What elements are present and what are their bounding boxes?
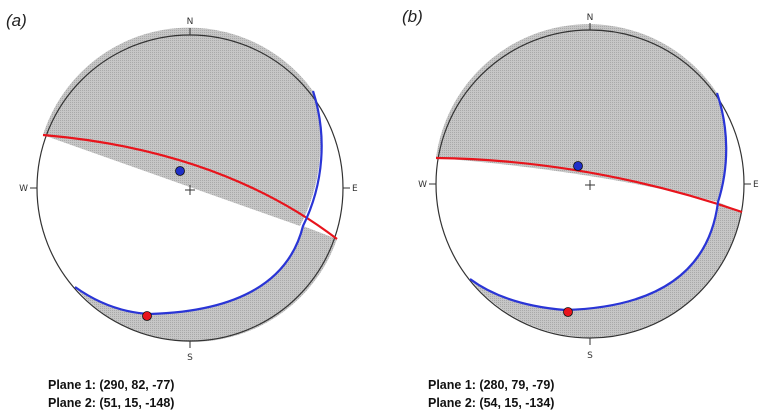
panel-a-north-label: N [187,17,194,27]
panel-a-south-label: S [187,353,193,363]
panel-b-compressional-lower [470,202,742,338]
panel-a-plane-2-text: Plane 2: (51, 15, -148) [48,396,174,410]
panel-a-beachball: N S W E [19,17,358,363]
panel-a-pole-blue [175,166,185,176]
panel-b-plane-1-text: Plane 1: (280, 79, -79) [428,378,554,392]
panel-a-east-label: E [352,184,358,194]
panel-a-pole-red [142,311,152,321]
panel-a-plane-2-line [74,90,323,316]
panel-b: (b) N S W E Plane 1: (280, 79, -79) Plan… [402,7,759,410]
panel-a-plane-1-text: Plane 1: (290, 82, -77) [48,378,174,392]
panel-b-compressional-upper [436,24,727,203]
panel-a-plane-1-line [42,133,338,240]
panel-b-south-label: S [587,351,593,361]
panel-b-plane-1-line [435,156,743,214]
panel-a: (a) N S W E Plane 1: (290, 82, -77) Plan… [6,11,358,410]
panel-b-north-label: N [587,13,594,23]
panel-b-label: (b) [402,7,423,26]
panel-b-beachball: N S W E [418,13,759,361]
panel-b-east-label: E [753,180,759,190]
panel-a-label: (a) [6,11,27,30]
panel-a-west-label: W [19,184,28,194]
panel-a-compressional-upper [43,27,321,227]
panel-b-plane-2-text: Plane 2: (54, 15, -134) [428,396,554,410]
panel-a-compressional-lower [75,226,337,342]
panel-b-plane-2-line [469,92,728,312]
panel-b-pole-blue [573,161,583,171]
panel-b-pole-red [563,307,573,317]
panel-b-west-label: W [418,180,427,190]
